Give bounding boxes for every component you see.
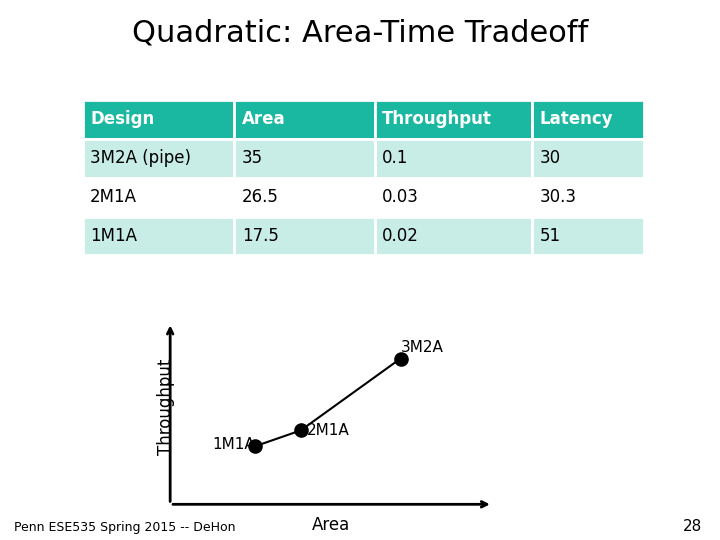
Text: 28: 28 — [683, 518, 702, 534]
Point — [395, 354, 406, 363]
Text: 35: 35 — [242, 149, 263, 167]
Text: 51: 51 — [539, 227, 560, 245]
Text: Throughput: Throughput — [157, 358, 176, 455]
Text: 0.03: 0.03 — [382, 188, 419, 206]
Text: Throughput: Throughput — [382, 110, 492, 129]
Text: 3M2A: 3M2A — [400, 340, 444, 355]
Text: Penn ESE535 Spring 2015 -- DeHon: Penn ESE535 Spring 2015 -- DeHon — [14, 521, 236, 534]
Text: 2M1A: 2M1A — [307, 423, 350, 438]
Text: 0.02: 0.02 — [382, 227, 419, 245]
Text: 30.3: 30.3 — [539, 188, 576, 206]
Point — [295, 426, 307, 435]
Text: 0.1: 0.1 — [382, 149, 408, 167]
Text: Latency: Latency — [539, 110, 613, 129]
Text: 3M2A (pipe): 3M2A (pipe) — [90, 149, 191, 167]
Text: Area: Area — [242, 110, 285, 129]
Text: 1M1A: 1M1A — [212, 437, 255, 452]
Text: Quadratic: Area-Time Tradeoff: Quadratic: Area-Time Tradeoff — [132, 19, 588, 48]
Text: 26.5: 26.5 — [242, 188, 279, 206]
Text: 30: 30 — [539, 149, 560, 167]
Text: Design: Design — [90, 110, 154, 129]
Text: 17.5: 17.5 — [242, 227, 279, 245]
Text: 1M1A: 1M1A — [90, 227, 137, 245]
Point — [249, 442, 261, 451]
Text: Area: Area — [312, 516, 351, 534]
Text: 2M1A: 2M1A — [90, 188, 137, 206]
